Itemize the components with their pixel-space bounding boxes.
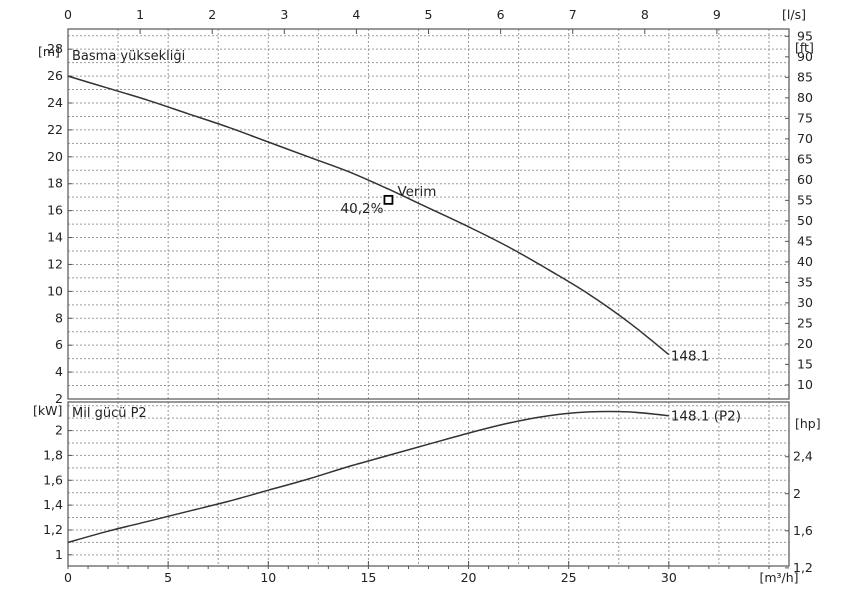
y-right-power-unit-label: [hp]	[795, 416, 821, 431]
x-bottom-unit-label: [m³/h]	[759, 570, 798, 585]
y-right-head-tick-label: 35	[797, 274, 813, 289]
x-top-tick-label: 8	[641, 7, 649, 22]
y-right-head-tick-label: 95	[797, 28, 813, 43]
x-top-tick-label: 2	[208, 7, 216, 22]
x-top-tick-label: 4	[352, 7, 360, 22]
head-grid	[68, 29, 789, 399]
y-right-power-tick-label: 1,2	[793, 560, 813, 575]
y-right-power-tick-label: 2	[793, 486, 801, 501]
power-panel-frame	[67, 401, 790, 567]
y-right-head-tick-label: 70	[797, 131, 813, 146]
x-bottom-tick-label: 10	[260, 570, 276, 585]
y-left-power-unit-label: [kW]	[33, 403, 62, 418]
head-curve-148-1	[67, 75, 670, 356]
y-right-head-tick-label: 20	[797, 336, 813, 351]
x-axis-top: 0 1 2 3 4 5 6 7 8 9 [l/s]	[64, 7, 806, 34]
efficiency-value-label: 40,2%	[341, 201, 384, 217]
x-top-tick-label: 9	[713, 7, 721, 22]
y-right-power-tick-label: 1,6	[793, 523, 813, 538]
y-left-head-tick-label: 8	[55, 310, 63, 325]
power-grid	[68, 402, 789, 566]
head-curve-label: 148.1	[671, 349, 710, 365]
y-right-head-tick-label: 90	[797, 49, 813, 64]
x-top-tick-label: 5	[425, 7, 433, 22]
y-right-head-tick-label: 75	[797, 110, 813, 125]
y-right-head-tick-label: 25	[797, 315, 813, 330]
y-right-head-tick-label: 40	[797, 254, 813, 269]
y-left-head-tick-label: 14	[47, 230, 63, 245]
y-left-power-tick-label: 1,2	[43, 522, 63, 537]
x-bottom-tick-label: 25	[561, 570, 577, 585]
x-top-tick-label: 7	[569, 7, 577, 22]
head-panel: 0 1 2 3 4 5 6 7 8 9 [l/s]246810121416182022242628[…	[38, 7, 814, 406]
y-right-power-tick-label: 2,4	[793, 449, 813, 464]
y-left-head-tick-label: 16	[47, 203, 63, 218]
power-panel: 0 5 10 15 20 25 30 [m³/h] 1 1,2 1,4 1,6 1,8 2 [kW] Mil …	[33, 401, 821, 585]
y-left-head-tick-label: 10	[47, 283, 63, 298]
y-right-head-tick-label: 30	[797, 295, 813, 310]
y-left-head-unit-label: [m]	[38, 44, 60, 59]
x-bottom-tick-label: 5	[164, 570, 172, 585]
y-right-head-tick-label: 45	[797, 233, 813, 248]
power-panel-title: Mil gücü P2	[72, 406, 147, 421]
x-bottom-tick-label: 15	[360, 570, 376, 585]
x-top-tick-label: 3	[280, 7, 288, 22]
y-right-head-tick-label: 65	[797, 151, 813, 166]
y-left-power-tick-label: 1,6	[43, 472, 63, 487]
x-top-tick-label: 0	[64, 7, 72, 22]
y-left-head-tick-label: 26	[47, 68, 63, 83]
head-panel-title: Basma yüksekliği	[72, 49, 185, 64]
y-left-power-tick-label: 2	[55, 423, 63, 438]
x-bottom-tick-label: 0	[64, 570, 72, 585]
y-right-head-tick-label: 10	[797, 377, 813, 392]
y-left-head-tick-label: 18	[47, 176, 63, 191]
x-bottom-tick-label: 20	[461, 570, 477, 585]
y-right-head-tick-label: 15	[797, 356, 813, 371]
x-bottom-tick-label: 30	[661, 570, 677, 585]
y-left-power-tick-label: 1,8	[43, 447, 63, 462]
y-left-head-tick-label: 4	[55, 364, 63, 379]
y-left-head-tick-label: 20	[47, 149, 63, 164]
y-left-head-tick-label: 28	[47, 41, 63, 56]
y-axis-right-power: 1,2 1,6 2 2,4 [hp]	[785, 416, 821, 575]
x-top-tick-label: 6	[497, 7, 505, 22]
y-axis-left-power: 1 1,2 1,4 1,6 1,8 2 [kW]	[33, 403, 72, 562]
y-left-power-tick-label: 1,4	[43, 497, 63, 512]
y-right-head-tick-label: 60	[797, 172, 813, 187]
power-curve-148-1	[67, 410, 669, 544]
y-right-head-tick-label: 80	[797, 90, 813, 105]
y-right-head-unit-label: [ft]	[795, 40, 814, 55]
x-top-tick-label: 1	[136, 7, 144, 22]
y-right-head-tick-label: 50	[797, 213, 813, 228]
y-left-head-tick-label: 12	[47, 256, 63, 271]
y-left-head-tick-label: 6	[55, 337, 63, 352]
y-right-head-tick-label: 55	[797, 192, 813, 207]
y-axis-right-head: 10 15 20 25 30 35 40 45 50 55 60 65 70 75 80 85 90 95[ft]	[785, 28, 814, 392]
y-right-head-tick-label: 85	[797, 69, 813, 84]
y-left-head-tick-label: 22	[47, 122, 63, 137]
x-top-unit-label: [l/s]	[782, 7, 806, 22]
y-left-power-tick-label: 1	[55, 547, 63, 562]
power-curve-label: 148.1 (P2)	[671, 409, 741, 425]
y-left-head-tick-label: 24	[47, 95, 63, 110]
y-left-head-tick-label: 2	[55, 391, 63, 406]
efficiency-marker	[383, 194, 394, 205]
head-panel-frame	[67, 28, 790, 400]
x-axis-bottom: 0 5 10 15 20 25 30 [m³/h]	[64, 561, 799, 585]
efficiency-marker-label: Verim	[397, 184, 436, 200]
